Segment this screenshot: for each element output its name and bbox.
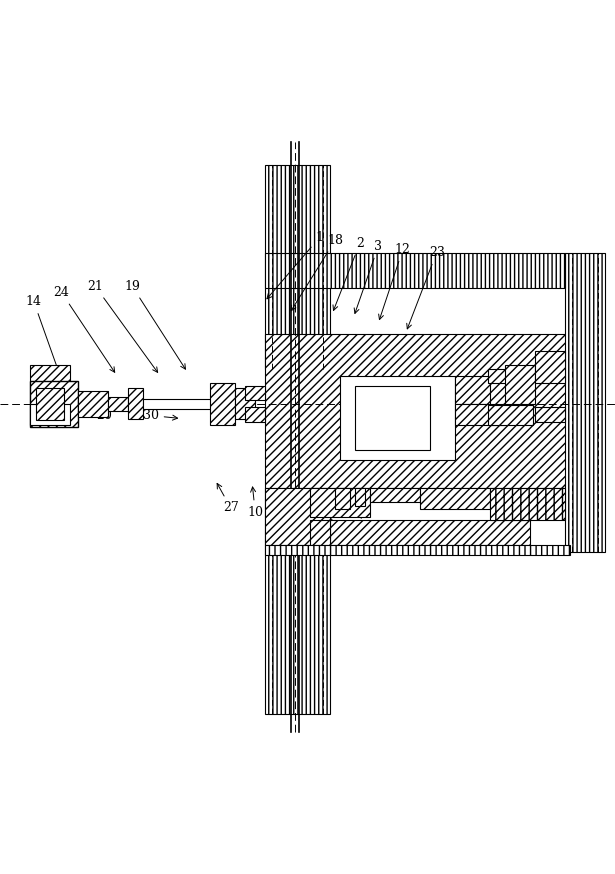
Text: 1: 1	[267, 231, 324, 299]
Text: 15: 15	[293, 493, 309, 526]
Text: 14: 14	[26, 295, 67, 393]
Bar	[455, 376, 490, 404]
Text: 21: 21	[87, 280, 157, 372]
Text: 12: 12	[379, 243, 411, 320]
Bar	[488, 406, 533, 425]
Text: 10: 10	[247, 487, 263, 518]
Text: 19: 19	[124, 280, 186, 369]
Bar	[455, 404, 505, 425]
Bar	[143, 399, 213, 409]
Text: 3: 3	[354, 239, 383, 314]
Text: 20: 20	[97, 403, 132, 422]
Text: 29: 29	[355, 511, 371, 537]
Bar	[78, 399, 200, 408]
Bar	[36, 388, 64, 420]
Text: 30: 30	[143, 409, 178, 422]
Bar	[505, 365, 535, 404]
Bar	[235, 388, 255, 420]
Bar	[30, 404, 70, 425]
Text: 24: 24	[54, 286, 115, 372]
Bar	[310, 520, 330, 545]
Bar	[265, 253, 565, 288]
Bar	[108, 397, 128, 411]
Text: 7: 7	[270, 490, 277, 523]
Bar	[535, 351, 565, 383]
Bar	[355, 489, 365, 506]
Text: 22: 22	[72, 399, 116, 416]
Bar	[210, 383, 235, 425]
Bar	[310, 489, 370, 517]
Bar	[128, 388, 143, 420]
Bar	[245, 386, 265, 400]
Text: 27: 27	[217, 483, 239, 514]
Bar	[30, 365, 70, 425]
Bar	[265, 489, 330, 713]
Bar	[265, 164, 330, 369]
Bar	[30, 381, 78, 427]
Bar	[488, 369, 518, 383]
Bar	[245, 407, 265, 421]
Bar	[330, 520, 530, 545]
Bar	[565, 253, 605, 551]
Bar	[370, 489, 420, 503]
Text: 2: 2	[333, 237, 363, 310]
Bar	[265, 489, 330, 545]
Bar	[535, 407, 565, 421]
Bar	[355, 386, 430, 449]
Bar	[335, 489, 350, 510]
Bar	[78, 392, 108, 417]
Text: 23: 23	[407, 246, 445, 329]
Bar	[490, 489, 565, 520]
Bar	[420, 489, 490, 510]
Text: 9: 9	[325, 503, 333, 531]
Bar	[265, 545, 570, 555]
Bar	[265, 334, 595, 489]
Text: 13: 13	[35, 397, 58, 410]
Text: 18: 18	[291, 233, 343, 311]
Bar	[340, 376, 455, 461]
